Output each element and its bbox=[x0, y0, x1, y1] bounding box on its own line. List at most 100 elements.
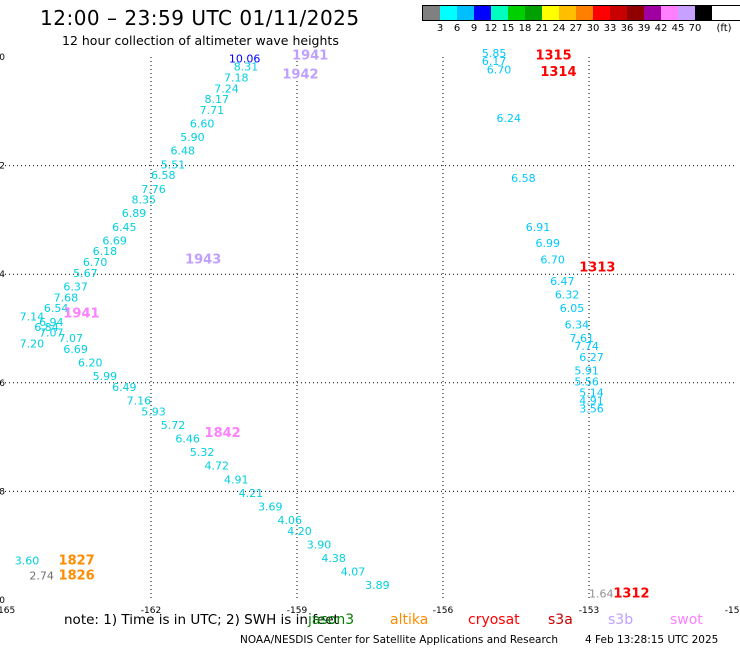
legend-swatch bbox=[627, 6, 644, 20]
swh-value: 5.56 bbox=[574, 376, 599, 389]
lat-tick-label: -66 bbox=[0, 379, 5, 389]
swh-value: 7.68 bbox=[54, 291, 79, 304]
swh-value: 6.27 bbox=[579, 351, 604, 364]
legend-swatch bbox=[661, 6, 678, 20]
legend-swatch bbox=[423, 6, 440, 20]
swh-value: 7.61 bbox=[570, 332, 595, 345]
satellite-jason3: jason3 bbox=[308, 612, 355, 628]
swh-value: 6.05 bbox=[560, 302, 585, 315]
swh-value: 5.51 bbox=[161, 158, 186, 171]
swh-value: 6.32 bbox=[555, 289, 580, 302]
pass-time-label: 1842 bbox=[205, 426, 241, 441]
swh-value: 6.17 bbox=[482, 55, 507, 68]
swh-value: 4.21 bbox=[239, 487, 264, 500]
units-note: note: 1) Time is in UTC; 2) SWH is in fe… bbox=[64, 612, 339, 628]
legend-level-label: 6 bbox=[453, 23, 461, 34]
swh-value: 7.16 bbox=[127, 395, 151, 408]
satellite-swot: swot bbox=[670, 612, 703, 628]
page-subtitle: 12 hour collection of altimeter wave hei… bbox=[62, 33, 339, 48]
swh-value: 6.20 bbox=[78, 357, 103, 370]
swh-value: 6.94 bbox=[39, 316, 64, 329]
color-legend: 3 6 9 12 15 18 21 24 27 30 33 36 39 42 45 70 (ft) bbox=[422, 5, 740, 35]
lat-tick-label: -68 bbox=[0, 487, 5, 497]
swh-value: 7.71 bbox=[200, 104, 225, 117]
lon-tick-label: -150 bbox=[725, 606, 740, 616]
lat-tick-label: -70 bbox=[0, 596, 5, 606]
page-title: 12:00 – 23:59 UTC 01/11/2025 bbox=[40, 6, 360, 30]
lat-tick-label: -60 bbox=[0, 53, 5, 63]
swh-value: 6.54 bbox=[44, 302, 69, 315]
swh-value: 7.18 bbox=[224, 71, 249, 84]
legend-swatch bbox=[644, 6, 661, 20]
swh-value: 7.14 bbox=[20, 310, 44, 323]
lat-tick-label: -64 bbox=[0, 270, 5, 280]
swh-value: 6.69 bbox=[102, 234, 127, 247]
swh-value: 6.34 bbox=[565, 319, 590, 332]
legend-level-label: 42 bbox=[654, 23, 668, 34]
swh-value: 6.24 bbox=[497, 112, 522, 125]
satellite-altika: altika bbox=[390, 612, 429, 628]
legend-level-label: 39 bbox=[637, 23, 651, 34]
swh-value: 3.89 bbox=[365, 579, 390, 592]
swh-value: 7.74 bbox=[574, 340, 599, 353]
axis-tick-labels: -165 -162 -159 -156 -153 -150 -60 -62 -64 -66 -68 -… bbox=[0, 53, 740, 616]
legend-swatch bbox=[610, 6, 627, 20]
legend-level-label: 33 bbox=[603, 23, 617, 34]
satellite-cryosat: cryosat bbox=[468, 612, 520, 628]
map-grid bbox=[5, 57, 735, 600]
swh-value: 6.45 bbox=[112, 221, 137, 234]
legend-level-label: 70 bbox=[688, 23, 702, 34]
swh-value: 3.60 bbox=[15, 555, 40, 568]
pass-time-label: 1941 bbox=[63, 307, 99, 322]
satellite-s3a: s3a bbox=[548, 612, 573, 628]
pass-time-label: 1312 bbox=[613, 586, 649, 601]
swh-value: 3.90 bbox=[307, 538, 332, 551]
swh-value: 5.99 bbox=[93, 370, 118, 383]
legend-level-label: 18 bbox=[518, 23, 532, 34]
legend-level-label: 3 bbox=[436, 23, 444, 34]
legend-level-label: 24 bbox=[552, 23, 566, 34]
swh-value: 6.60 bbox=[190, 118, 215, 131]
lon-tick-label: -165 bbox=[0, 606, 15, 616]
legend-swatch bbox=[678, 6, 695, 20]
swh-value: 10.06 bbox=[229, 52, 261, 65]
swh-value: 8.31 bbox=[234, 61, 259, 74]
swh-value: 7.76 bbox=[141, 183, 166, 196]
swh-value: 5.85 bbox=[482, 47, 507, 60]
pass-time-label: 1943 bbox=[185, 252, 221, 267]
legend-swatch bbox=[525, 6, 542, 20]
pass-time-label: 1941 bbox=[292, 49, 328, 64]
swh-value: 5.72 bbox=[161, 419, 186, 432]
swh-value: 3.56 bbox=[579, 403, 604, 416]
legend-levels: 3 6 9 12 15 18 21 24 27 30 33 36 39 42 45 70 (ft) bbox=[422, 21, 740, 35]
legend-swatch bbox=[474, 6, 491, 20]
satellite-s3b: s3b bbox=[608, 612, 634, 628]
swh-value: 6.99 bbox=[535, 237, 560, 250]
wave-tracks: 10.068.317.187.248.177.716.605.906.485.5… bbox=[15, 47, 614, 600]
legend-swatch bbox=[491, 6, 508, 20]
swh-value: 7.20 bbox=[20, 338, 44, 351]
swh-value: 6.70 bbox=[83, 256, 108, 269]
legend-level-label: 9 bbox=[470, 23, 478, 34]
pass-time-label: 1313 bbox=[579, 260, 615, 275]
pass-time-label: 1314 bbox=[540, 65, 576, 80]
legend-level-label: 36 bbox=[620, 23, 634, 34]
swh-value: 6.89 bbox=[122, 207, 147, 220]
swh-value: 6.18 bbox=[93, 245, 118, 258]
legend-swatch bbox=[508, 6, 525, 20]
legend-level-label: 21 bbox=[535, 23, 549, 34]
swh-value: 6.58 bbox=[151, 169, 176, 182]
legend-swatch bbox=[593, 6, 610, 20]
swh-value: 5.14 bbox=[579, 386, 604, 399]
pass-time-label: 1826 bbox=[59, 568, 95, 583]
swh-value: 5.67 bbox=[73, 267, 98, 280]
pass-time-label: 1827 bbox=[59, 554, 95, 569]
pass-time-label: 1315 bbox=[535, 49, 571, 64]
swh-value: 4.91 bbox=[579, 395, 604, 408]
swh-value: 5.91 bbox=[574, 365, 599, 378]
swh-value: 2.74 bbox=[29, 569, 54, 582]
credit-text: NOAA/NESDIS Center for Satellite Applica… bbox=[240, 634, 558, 646]
swh-value: 6.69 bbox=[63, 343, 88, 356]
lon-tick-label: -159 bbox=[287, 606, 308, 616]
